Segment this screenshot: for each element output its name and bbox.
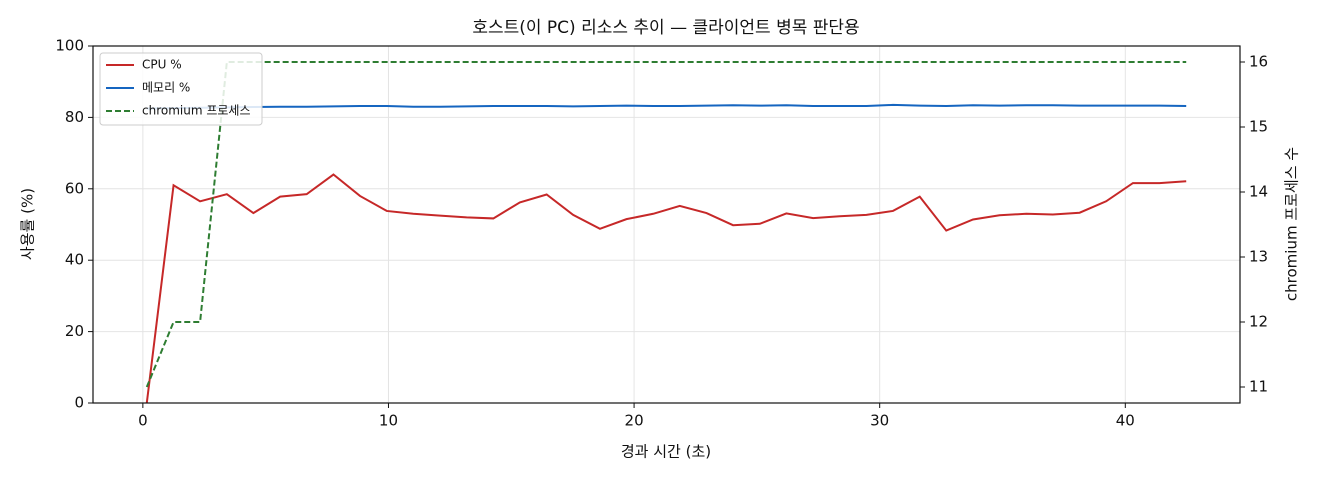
legend-box — [99, 52, 263, 126]
y2-axis-label: chromium 프로세스 수 — [1283, 147, 1301, 301]
chart-title: 호스트(이 PC) 리소스 추이 — 클라이언트 병목 판단용 — [472, 18, 859, 38]
y-axis-label: 사용률 (%) — [19, 188, 37, 260]
x-tick-label: 20 — [625, 412, 644, 430]
y2-tick-label: 11 — [1249, 378, 1268, 396]
x-tick-label: 30 — [870, 412, 889, 430]
x-tick-label: 40 — [1116, 412, 1135, 430]
plot-frame — [92, 45, 1241, 404]
y2-tick-label: 12 — [1249, 313, 1268, 331]
y2-tick-label: 13 — [1249, 248, 1268, 266]
series-line — [146, 103, 1187, 110]
y-tick-label: 100 — [55, 37, 84, 55]
legend: CPU % 메모리 % chromium 프로세스 — [99, 52, 263, 126]
x-tick-label: 10 — [379, 412, 398, 430]
x-tick-label: 0 — [138, 412, 148, 430]
y2-tick-label: 15 — [1249, 117, 1268, 135]
y2-tick-label: 16 — [1249, 52, 1268, 70]
y-tick-label: 80 — [65, 108, 84, 126]
legend-label: CPU % — [142, 58, 182, 72]
y-tick-label: 40 — [65, 251, 84, 269]
x-axis-label: 경과 시간 (초) — [621, 443, 711, 461]
series-line — [145, 60, 1187, 388]
legend-label: 메모리 % — [142, 81, 190, 95]
y-tick-label: 20 — [65, 322, 84, 340]
series-line — [145, 173, 1187, 404]
y-tick-label: 60 — [65, 179, 84, 197]
y-tick-label: 0 — [74, 394, 84, 412]
y2-tick-label: 14 — [1249, 182, 1268, 200]
legend-label: chromium 프로세스 — [142, 104, 251, 118]
